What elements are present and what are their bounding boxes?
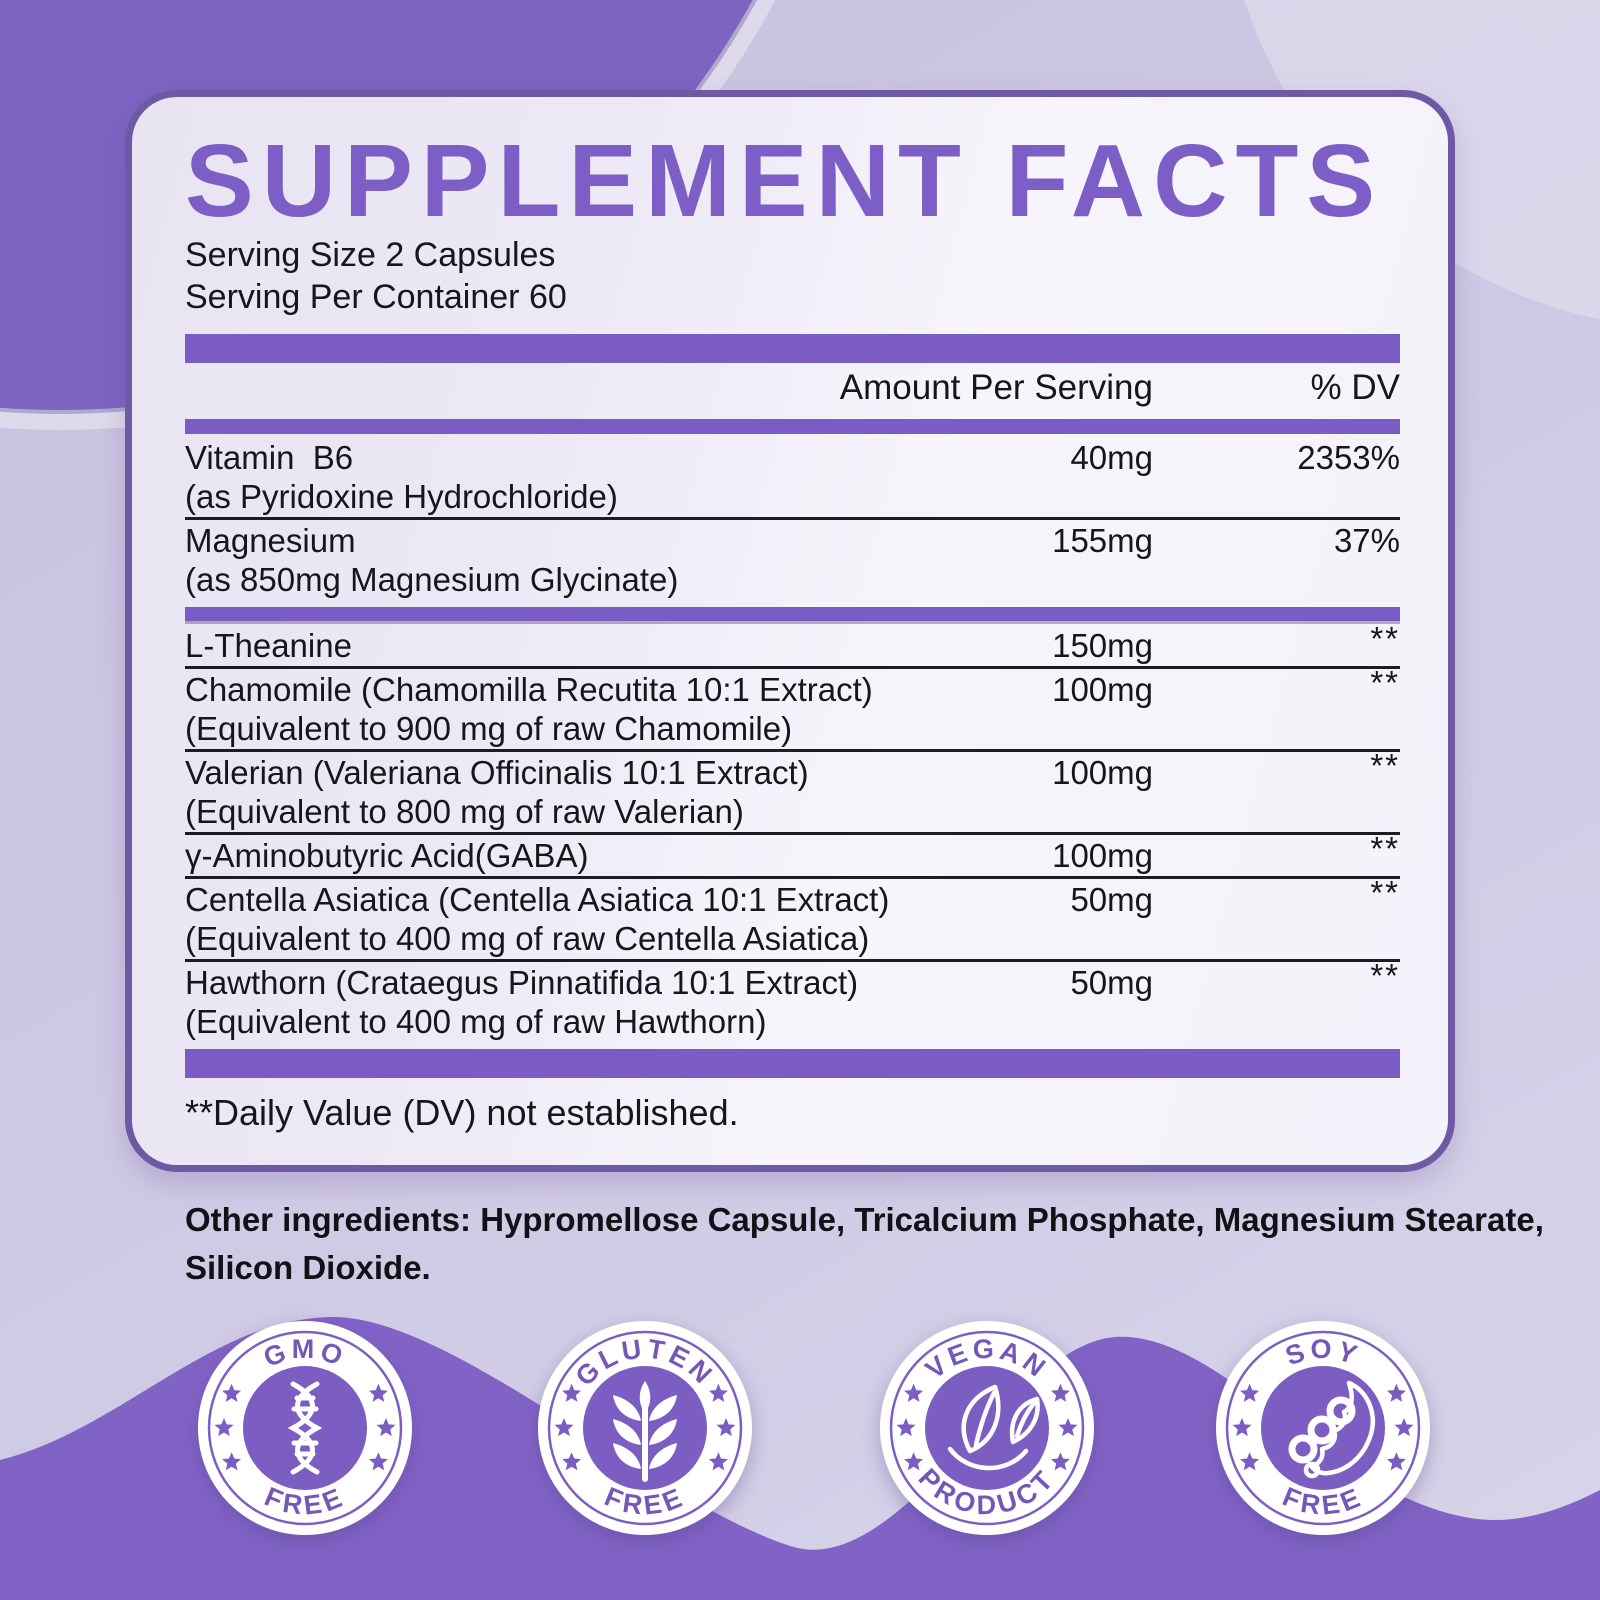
table-row-sub: (Equivalent to 800 mg of raw Valerian) (185, 792, 1400, 831)
divider-bar-bottom (185, 1049, 1400, 1079)
serving-per-container: Serving Per Container 60 (185, 278, 567, 317)
vegan-leaves-icon (947, 1384, 1040, 1471)
ingredient-dv: 2353% (1297, 439, 1400, 477)
ingredient-name: Valerian (Valeriana Officinalis 10:1 Ext… (185, 754, 809, 792)
table-row: Valerian (Valeriana Officinalis 10:1 Ext… (185, 747, 1400, 792)
row-separator (185, 517, 1400, 521)
ingredient-dv: ** (1370, 874, 1400, 912)
table-row-sub: (as Pyridoxine Hydrochloride) (185, 477, 1400, 516)
ingredient-dv: ** (1370, 664, 1400, 702)
ingredient-dv: ** (1370, 747, 1400, 785)
ingredient-dv: 37% (1333, 522, 1400, 560)
other-ingredients: Other ingredients: Hypromellose Capsule,… (185, 1201, 1544, 1286)
ingredient-amount: 100mg (1052, 671, 1153, 709)
dv-header: % DV (1310, 368, 1400, 408)
badge-vegan-product: VEGAN PRODUCT (880, 1321, 1094, 1535)
ingredient-name: Hawthorn (Crataegus Pinnatifida 10:1 Ext… (185, 964, 859, 1002)
page-title: SUPPLEMENT FACTS (185, 123, 1384, 238)
ingredient-subtext: (as 850mg Magnesium Glycinate) (185, 561, 679, 599)
ingredient-name: Magnesium (185, 522, 356, 560)
ingredient-amount: 100mg (1052, 754, 1153, 792)
row-separator (185, 666, 1400, 670)
badge-gluten-free: GLUTEN FREE (538, 1321, 752, 1535)
row-separator (185, 832, 1400, 836)
ingredient-amount: 150mg (1052, 627, 1153, 665)
amount-header: Amount Per Serving (839, 368, 1153, 408)
ingredient-subtext: (Equivalent to 900 mg of raw Chamomile) (185, 710, 793, 748)
badge-soy-free: SOY FREE (1216, 1321, 1430, 1535)
ingredient-amount: 50mg (1070, 964, 1153, 1002)
ingredient-subtext: (as Pyridoxine Hydrochloride) (185, 478, 618, 516)
table-row: Hawthorn (Crataegus Pinnatifida 10:1 Ext… (185, 957, 1400, 1002)
table-header: Amount Per Serving % DV (185, 366, 1400, 410)
table-row: γ-Aminobutyric Acid(GABA) 100mg ** (185, 830, 1400, 875)
table-row: Chamomile (Chamomilla Recutita 10:1 Extr… (185, 664, 1400, 709)
serving-size: Serving Size 2 Capsules (185, 236, 556, 275)
ingredient-amount: 40mg (1070, 439, 1153, 477)
table-row-sub: (Equivalent to 400 mg of raw Centella As… (185, 919, 1400, 958)
table-row: Vitamin B6 40mg 2353% (185, 438, 1400, 477)
divider-bar-header (185, 419, 1400, 435)
table-row-sub: (Equivalent to 900 mg of raw Chamomile) (185, 709, 1400, 748)
table-row: L-Theanine 150mg ** (185, 620, 1400, 665)
ingredient-name: Vitamin B6 (185, 439, 354, 477)
ingredient-subtext: (Equivalent to 400 mg of raw Hawthorn) (185, 1003, 767, 1041)
ingredient-subtext: (Equivalent to 800 mg of raw Valerian) (185, 793, 744, 831)
table-row-sub: (Equivalent to 400 mg of raw Hawthorn) (185, 1002, 1400, 1041)
ingredient-dv: ** (1370, 830, 1400, 868)
dv-footnote: **Daily Value (DV) not established. (185, 1092, 739, 1134)
ingredient-name: γ-Aminobutyric Acid(GABA) (185, 837, 589, 875)
table-row: Magnesium 155mg 37% (185, 521, 1400, 560)
ingredient-dv: ** (1370, 957, 1400, 995)
supplement-facts-card: SUPPLEMENT FACTS Serving Size 2 Capsules… (125, 90, 1455, 1172)
divider-bar-middle (185, 607, 1400, 622)
row-separator (185, 959, 1400, 963)
ingredient-amount: 155mg (1052, 522, 1153, 560)
ingredient-name: Chamomile (Chamomilla Recutita 10:1 Extr… (185, 671, 873, 709)
ingredient-subtext: (Equivalent to 400 mg of raw Centella As… (185, 920, 870, 958)
row-separator (185, 876, 1400, 880)
dna-icon (287, 1381, 323, 1475)
ingredient-name: L-Theanine (185, 627, 352, 665)
wheat-icon (613, 1381, 677, 1482)
table-row: Centella Asiatica (Centella Asiatica 10:… (185, 874, 1400, 919)
soybean-icon (1288, 1380, 1376, 1479)
divider-bar-top (185, 334, 1400, 364)
ingredient-dv: ** (1370, 620, 1400, 658)
ingredient-name: Centella Asiatica (Centella Asiatica 10:… (185, 881, 890, 919)
row-separator (185, 749, 1400, 753)
ingredient-amount: 50mg (1070, 881, 1153, 919)
ingredients-table: Vitamin B6 40mg 2353% (as Pyridoxine Hyd… (185, 438, 1400, 1134)
table-row-sub: (as 850mg Magnesium Glycinate) (185, 560, 1400, 599)
ingredient-amount: 100mg (1052, 837, 1153, 875)
badge-gmo-free: GMO FREE (198, 1321, 412, 1535)
